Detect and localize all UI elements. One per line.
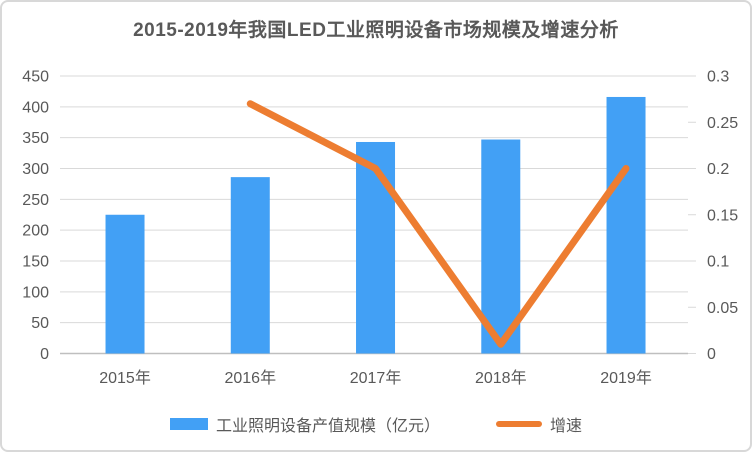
left-axis-label: 50 (31, 315, 49, 332)
legend-item-growth-rate: 增速 (496, 412, 582, 436)
chart-title: 2015-2019年我国LED工业照明设备市场规模及增速分析 (133, 20, 619, 41)
bar-2015年 (105, 214, 145, 354)
bar-2019年 (606, 96, 646, 354)
left-axis-label: 300 (22, 161, 49, 178)
right-axis-label: 0.15 (707, 207, 738, 224)
legend-item-market-size: 工业照明设备产值规模（亿元） (169, 412, 440, 436)
right-axis-label: 0.2 (707, 161, 729, 178)
combo-chart: 0 50 100 150 200 250 300 350 400 450 0 0.05 0.1 0.15 0… (22, 69, 738, 388)
left-axis-label: 200 (22, 223, 49, 240)
x-axis-label: 2017年 (350, 369, 402, 387)
bar-2017年 (356, 141, 396, 354)
left-axis-label: 100 (22, 284, 49, 301)
bar-series-swatch-icon (169, 418, 208, 430)
right-axis-label: 0 (707, 346, 716, 363)
left-axis-label: 400 (22, 99, 49, 116)
right-axis-label: 0.05 (707, 300, 738, 317)
left-axis-label: 350 (22, 130, 49, 147)
legend: 工业照明设备产值规模（亿元） 增速 (2, 407, 750, 441)
bar-2016年 (230, 177, 270, 354)
left-axis-label: 150 (22, 254, 49, 271)
x-axis-label: 2015年 (99, 369, 151, 387)
bar-2018年 (481, 139, 521, 354)
right-axis-label: 0.1 (707, 254, 729, 271)
left-axis-label: 0 (40, 346, 49, 363)
left-axis-label: 250 (22, 192, 49, 209)
right-axis-label: 0.25 (707, 115, 738, 132)
growth-line (246, 100, 630, 348)
x-axis-label: 2016年 (224, 369, 276, 387)
line-series-swatch-icon (496, 421, 542, 427)
x-axis-label: 2018年 (475, 369, 527, 387)
line-series-label: 增速 (550, 418, 583, 435)
bar-series-label: 工业照明设备产值规模（亿元） (215, 418, 440, 435)
right-axis-label: 0.3 (707, 69, 729, 86)
left-axis-label: 450 (22, 69, 49, 86)
x-axis-label: 2019年 (600, 369, 652, 387)
